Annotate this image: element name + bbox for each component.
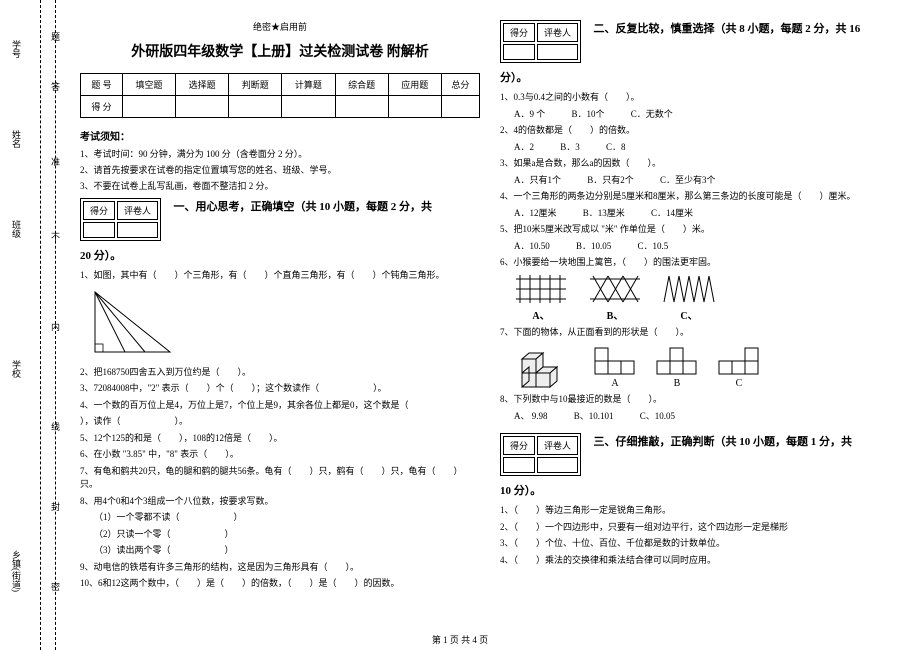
q2-2: 2、4的倍数都是（ ）的倍数。 [500,124,900,138]
q1-4b: ），读作（ ）。 [80,415,480,429]
char-xian: 线 [51,420,60,433]
char-feng: 封 [51,500,60,513]
mini-score-3: 得分评卷人 [500,433,581,476]
q2-3: 3、如果a是合数，那么a的因数（ ）。 [500,157,900,171]
cube-views: A B C [514,343,900,389]
char-zhun: 准 [51,155,60,168]
mini-score-1: 得分评卷人 [80,198,161,241]
label-xingming: 姓名 [10,130,23,148]
view-c: C [718,347,760,389]
paper-title: 外研版四年级数学【上册】过关检测试卷 附解析 [80,41,480,61]
sec1-header-row: 得分评卷人 一、用心思考，正确填空（共 10 小题，每题 2 分，共 [80,198,480,241]
q3-3: 3、（ ）个位、十位、百位、千位都是数的计数单位。 [500,537,900,551]
score-header-row: 题 号 填空题 选择题 判断题 计算题 综合题 应用题 总分 [81,74,480,96]
th-0: 题 号 [81,74,123,96]
q1-8a: （1）一个零都不读（ ） [94,511,480,525]
q2-5-opts: A．10.50 B．10.05 C．10.5 [514,240,900,254]
sec3-header-row: 得分评卷人 三、仔细推敲，正确判断（共 10 小题，每题 1 分，共 [500,433,900,476]
rule-2: 2、请首先按要求在试卷的指定位置填写您的姓名、班级、学号。 [80,163,480,176]
sec2-suffix: 分）。 [500,69,900,85]
q1-1: 1、如图，其中有（ ）个三角形，有（ ）个直角三角形，有（ ）个钝角三角形。 [80,269,480,283]
right-column: 得分评卷人 二、反复比较，慎重选择（共 8 小题，每题 2 分，共 16 分）。… [500,20,900,594]
q1-4a: 4、一个数的百万位上是4，万位上是7，个位上是9，其余各位上都是0，这个数是（ [80,399,480,413]
sec1-suffix: 20 分）。 [80,247,480,263]
label-banji: 班级 [10,220,23,238]
fence-opt-a: A、 [514,274,568,322]
rule-3: 3、不要在试卷上乱写乱画，卷面不整洁扣 2 分。 [80,179,480,192]
char-nei: 内 [51,320,60,333]
dash-line-1 [40,0,41,650]
q1-8: 8、用4个0和4个3组成一个八位数，按要求写数。 [80,495,480,509]
q2-3-opts: A．只有1个 B．只有2个 C．至少有3个 [514,174,900,188]
sec3-suffix: 10 分）。 [500,482,900,498]
q2-6: 6、小猴要给一块地围上篱笆，（ ）的围法更牢固。 [500,256,900,270]
rule-1: 1、考试时间：90 分钟，满分为 100 分（含卷面分 2 分）。 [80,147,480,160]
char-da: 答 [51,80,60,93]
th-1: 填空题 [122,74,175,96]
row-label: 得 分 [81,96,123,118]
q1-7: 7、有龟和鹤共20只，龟的腿和鹤的腿共56条。龟有（ ）只，鹤有（ ）只，龟有（… [80,465,480,492]
q1-9: 9、动电信的铁塔有许多三角形的结构，这是因为三角形具有（ ）。 [80,561,480,575]
sec3-title: 三、仔细推敲，正确判断（共 10 小题，每题 1 分，共 [594,436,853,448]
sec2-title: 二、反复比较，慎重选择（共 8 小题，每题 2 分，共 16 [594,23,861,35]
q2-1: 1、0.3与0.4之间的小数有（ ）。 [500,91,900,105]
exam-rules: 1、考试时间：90 分钟，满分为 100 分（含卷面分 2 分）。 2、请首先按… [80,147,480,192]
q2-7: 7、下面的物体，从正面看到的形状是（ ）。 [500,326,900,340]
exam-notice-title: 考试须知： [80,128,480,143]
q1-2: 2、把168750四舍五入到万位约是（ ）。 [80,366,480,380]
th-2: 选择题 [176,74,229,96]
q1-8b: （2）只读一个零（ ） [94,528,480,542]
char-ti: 题 [51,30,60,43]
view-b: B [656,347,698,389]
sec1-title: 一、用心思考，正确填空（共 10 小题，每题 2 分，共 [174,201,433,213]
q2-4: 4、一个三角形的两条边分别是5厘米和8厘米，那么第三条边的长度可能是（ ）厘米。 [500,190,900,204]
side-binding: 学号 姓名 班级 学校 乡镇(街道) 题 答 准 不 内 线 封 密 [0,0,60,650]
q3-2: 2、（ ）一个四边形中，只要有一组对边平行，这个四边形一定是梯形 [500,521,900,535]
cube-3d [514,343,574,389]
sec2-header-row: 得分评卷人 二、反复比较，慎重选择（共 8 小题，每题 2 分，共 16 [500,20,900,63]
label-xuehao: 学号 [10,40,23,58]
triangle-figure [90,287,480,360]
q1-8c: （3）读出两个零（ ） [94,544,480,558]
q2-5: 5、把10米5厘米改写成以 "米" 作单位是（ ）米。 [500,223,900,237]
fence-opt-c: C、 [662,274,716,322]
label-xiangzhen: 乡镇(街道) [10,550,23,592]
q2-1-opts: A．9 个 B．10个 C．无数个 [514,108,900,122]
th-3: 判断题 [229,74,282,96]
score-value-row: 得 分 [81,96,480,118]
q1-3: 3、72084008中，"2" 表示（ ）个（ ）；这个数读作（ ）。 [80,382,480,396]
q3-4: 4、（ ）乘法的交换律和乘法结合律可以同时应用。 [500,554,900,568]
q1-6: 6、在小数 "3.85" 中，"8" 表示（ ）。 [80,448,480,462]
view-a: A [594,347,636,389]
fence-opt-b: B、 [588,274,642,322]
q1-5: 5、12个125的和是（ ），108的12倍是（ ）。 [80,432,480,446]
q2-8-opts: A、 9.98 B、10.101 C、10.05 [514,410,900,424]
char-mi: 密 [51,580,60,593]
q2-2-opts: A．2 B．3 C．8 [514,141,900,155]
char-bu: 不 [51,230,60,243]
score-table: 题 号 填空题 选择题 判断题 计算题 综合题 应用题 总分 得 分 [80,73,480,118]
page-footer: 第 1 页 共 4 页 [0,633,920,646]
th-6: 应用题 [388,74,441,96]
q1-10: 10、6和12这两个数中，（ ）是（ ）的倍数，（ ）是（ ）的因数。 [80,577,480,591]
mini-score-2: 得分评卷人 [500,20,581,63]
q3-1: 1、（ ）等边三角形一定是锐角三角形。 [500,504,900,518]
label-xuexiao: 学校 [10,360,23,378]
q2-8: 8、下列数中与10最接近的数是（ ）。 [500,393,900,407]
fence-options: A、 B、 C、 [514,274,900,322]
secret-label: 绝密★启用前 [80,20,480,33]
th-7: 总分 [441,74,479,96]
th-4: 计算题 [282,74,335,96]
q2-4-opts: A．12厘米 B．13厘米 C．14厘米 [514,207,900,221]
th-5: 综合题 [335,74,388,96]
left-column: 绝密★启用前 外研版四年级数学【上册】过关检测试卷 附解析 题 号 填空题 选择… [80,20,480,594]
